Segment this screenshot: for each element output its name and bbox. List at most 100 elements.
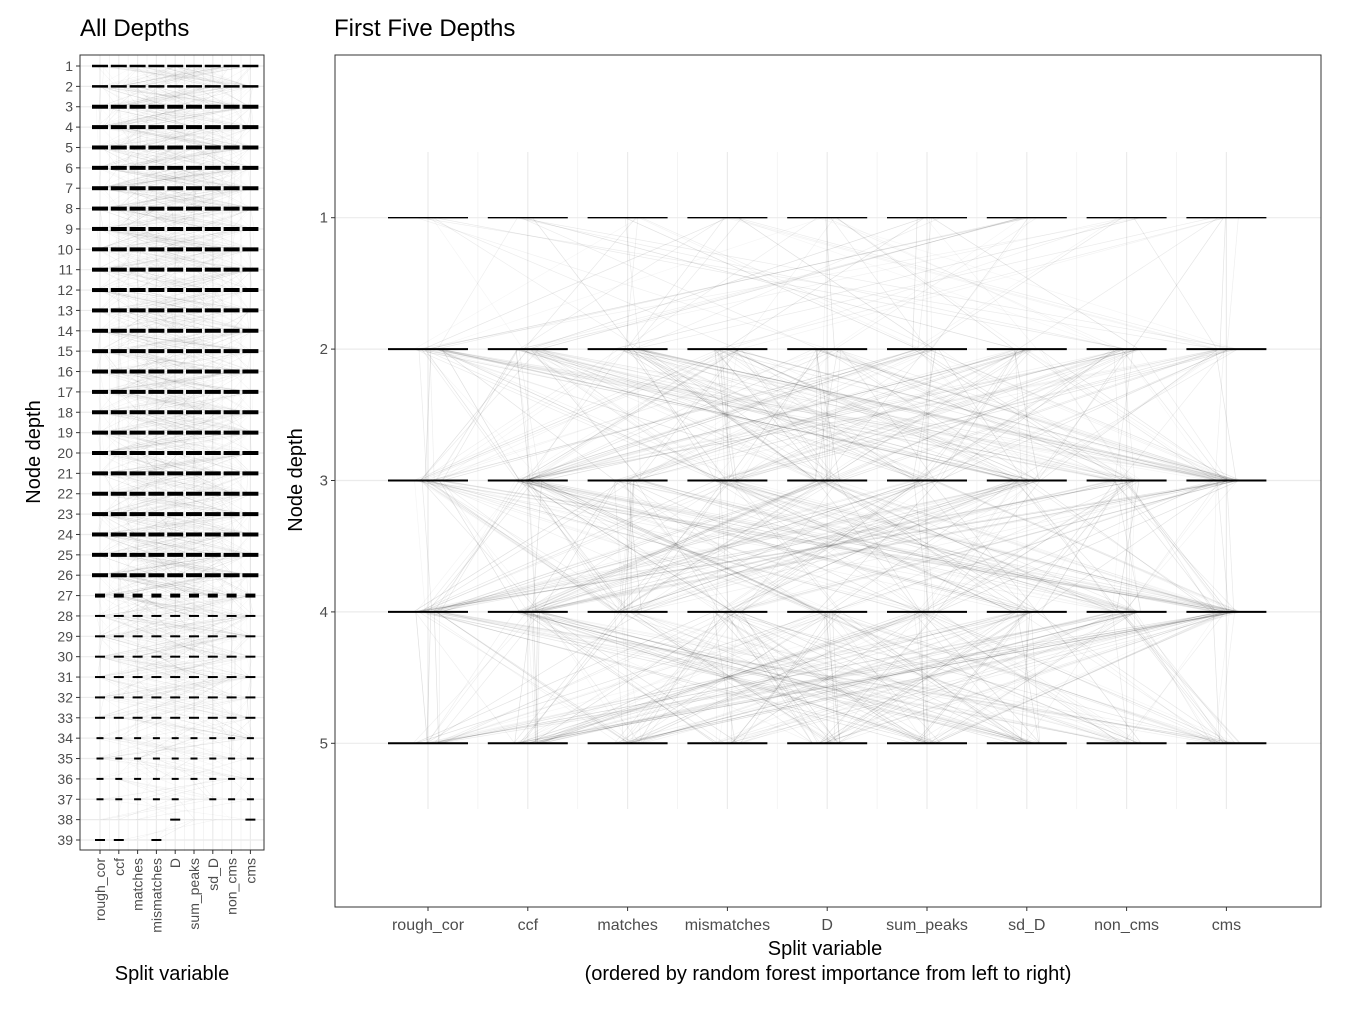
split-line: [116, 187, 210, 209]
split-line: [1121, 348, 1224, 481]
split-line: [519, 611, 1220, 744]
split-line: [115, 391, 234, 413]
split-line: [633, 217, 1214, 350]
split-line: [192, 249, 253, 270]
split-line: [922, 348, 1019, 481]
split-line: [136, 574, 179, 596]
split-line: [214, 534, 229, 555]
split-line: [733, 348, 1237, 481]
split-line: [98, 106, 195, 128]
split-line: [117, 636, 172, 657]
split-line: [713, 349, 739, 481]
split-line: [173, 513, 252, 535]
split-line: [120, 391, 140, 413]
split-line: [102, 432, 123, 454]
split-line: [102, 432, 178, 454]
split-line: [192, 289, 212, 311]
split-line: [137, 350, 213, 372]
split-line: [115, 554, 193, 576]
split-line: [140, 615, 216, 637]
split-line: [103, 106, 251, 128]
split-line: [432, 348, 824, 481]
split-line: [614, 611, 624, 744]
split-line: [120, 289, 214, 311]
split-line: [119, 187, 196, 209]
split-line: [926, 480, 1018, 613]
split-line: [139, 127, 141, 148]
split-line: [139, 126, 216, 148]
split-line: [231, 310, 250, 331]
split-line: [621, 348, 833, 481]
split-line: [102, 106, 123, 128]
split-line: [138, 350, 173, 372]
y-tick-label: 7: [65, 180, 73, 196]
split-line: [154, 595, 251, 617]
split-line: [154, 86, 196, 107]
split-line: [530, 480, 1126, 613]
split-line: [171, 514, 175, 535]
split-line: [834, 348, 1220, 481]
split-line: [194, 717, 234, 739]
split-line: [116, 106, 252, 128]
split-line: [100, 310, 141, 332]
split-line: [620, 611, 727, 744]
split-line: [425, 480, 614, 613]
split-line: [439, 480, 520, 613]
split-line: [155, 391, 210, 413]
split-line: [533, 348, 1016, 481]
split-line: [153, 534, 214, 556]
split-line: [190, 269, 253, 291]
split-line: [209, 615, 249, 637]
split-line: [215, 310, 252, 332]
x-tick-label: mismatches: [685, 917, 770, 934]
split-line: [712, 611, 1031, 744]
split-line: [116, 595, 195, 617]
split-line: [117, 534, 216, 556]
split-line: [537, 611, 930, 744]
split-line: [216, 330, 253, 352]
split-line: [102, 574, 216, 596]
split-line: [416, 217, 1141, 350]
split-line: [427, 480, 615, 613]
split-line: [441, 348, 520, 481]
split-line: [212, 187, 253, 209]
split-line: [715, 348, 1021, 481]
split-line: [173, 126, 252, 148]
split-line: [632, 611, 1135, 744]
split-line: [819, 480, 1113, 613]
split-line: [135, 228, 193, 250]
split-line: [1040, 348, 1131, 481]
split-line: [232, 310, 253, 331]
split-line: [214, 330, 254, 352]
split-line: [114, 412, 124, 433]
split-line: [101, 126, 157, 148]
split-line: [156, 595, 249, 617]
y-tick-label: 38: [57, 812, 73, 828]
split-line: [1112, 480, 1237, 613]
split-line: [636, 611, 1028, 744]
split-line: [524, 217, 1017, 350]
split-line: [178, 310, 250, 332]
split-line: [540, 611, 1037, 744]
split-line: [103, 167, 252, 189]
split-line: [137, 412, 212, 433]
split-line: [522, 611, 718, 744]
split-line: [139, 697, 251, 719]
split-line: [433, 348, 1118, 481]
x-tick-label: mismatches: [148, 858, 164, 933]
split-line: [423, 611, 1030, 744]
split-line: [97, 228, 158, 250]
split-line: [133, 412, 142, 433]
split-line: [136, 432, 251, 454]
split-line: [736, 611, 1127, 744]
split-line: [96, 656, 102, 678]
split-line: [122, 269, 179, 291]
split-line: [160, 147, 232, 169]
split-line: [174, 126, 193, 148]
split-line: [171, 534, 176, 555]
split-line: [116, 697, 194, 719]
split-line: [1131, 217, 1224, 350]
left-y-axis-title: Node depth: [23, 400, 45, 503]
split-line: [175, 65, 191, 87]
split-line: [228, 167, 234, 189]
